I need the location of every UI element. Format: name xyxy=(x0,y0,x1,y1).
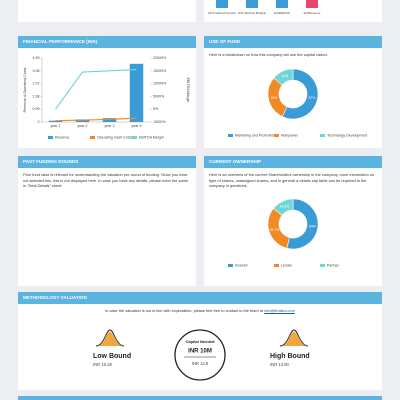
panel: FINANCIAL PERFORMANCE (INR) 0 0.99 1.98 2.9… xyxy=(18,36,196,148)
email-link[interactable]: info@finatics.com xyxy=(264,308,295,313)
y2-tick-label: 10000% xyxy=(153,82,167,86)
bell-icon xyxy=(95,329,125,347)
panel xyxy=(18,0,196,22)
bar xyxy=(246,0,258,8)
panel: CURRENT OWNERSHIP Here is an overview of… xyxy=(204,156,382,286)
legend-label: Technology Development xyxy=(327,134,367,138)
data-label: 31.7% xyxy=(270,228,280,232)
panel-title: PAST FUNDING ROUNDS xyxy=(18,156,196,168)
donut-segment xyxy=(286,198,319,250)
y-tick-label: 1.98 xyxy=(33,94,40,98)
line xyxy=(55,117,137,122)
y2-tick-label: 15000% xyxy=(153,69,167,73)
description: Here is an overview of the current Share… xyxy=(209,172,375,189)
valuation-chart: DCF Method Growth DCF Method Multiple EV/E… xyxy=(208,0,321,15)
legend-swatch xyxy=(274,264,279,267)
x-tick-label: year 4 xyxy=(132,124,142,128)
x-tick-label: EV/Revenue xyxy=(304,11,321,15)
y2-tick-label: 0% xyxy=(153,107,159,111)
legend-swatch xyxy=(90,136,95,139)
footer-bar xyxy=(18,396,382,400)
panel-title: CURRENT OWNERSHIP xyxy=(204,156,382,168)
bar xyxy=(276,0,288,8)
legend-swatch xyxy=(320,134,325,137)
legend-swatch xyxy=(132,136,137,139)
legend-label: EBITDA Margin xyxy=(139,136,164,140)
y2-tick-label: 5000% xyxy=(153,94,165,98)
data-label: 54% xyxy=(309,224,316,228)
capital-value: INR 10M xyxy=(188,349,212,355)
use-of-fund-chart: 57% Marketing and Promotion 29% Manpower 14%… xyxy=(228,68,367,138)
description: Prior fund raise is relevant for underst… xyxy=(23,172,189,189)
data-label: 14% xyxy=(281,74,288,78)
capital-circle xyxy=(174,329,226,381)
bar xyxy=(129,63,144,122)
y-tick-label: 2.97 xyxy=(33,82,40,86)
y-tick-label: 4.95 xyxy=(33,56,40,60)
x-tick-label: EV/EBITDA xyxy=(274,11,290,15)
x-tick-label: year 2 xyxy=(78,124,88,128)
data-label: 29% xyxy=(271,96,278,100)
y-tick-label: 0 xyxy=(38,120,40,124)
x-tick-label: year 1 xyxy=(51,124,61,128)
bar xyxy=(216,0,228,8)
high-label: High Bound xyxy=(270,353,310,360)
donut-segment xyxy=(273,198,294,216)
panel-title: FINANCIAL PERFORMANCE (INR) xyxy=(18,36,196,48)
panel-title: USE OF FUND xyxy=(204,36,382,48)
description: Here is a breakdown on how this company … xyxy=(209,52,328,57)
low-label: Low Bound xyxy=(93,353,131,360)
note: In case the valuation is not in line wit… xyxy=(18,308,382,313)
financial-chart: 0 0.99 1.98 2.97 3.96 4.95 -5000% 0% 5000% 10000%… xyxy=(23,56,190,140)
bell-icon xyxy=(279,329,309,347)
legend-label: Lender xyxy=(281,264,293,268)
legend-label: Operating Cash Costs xyxy=(97,136,133,140)
donut-segment xyxy=(273,68,294,86)
legend-label: Manpower xyxy=(281,134,299,138)
y2-tick-label: 20000% xyxy=(153,56,167,60)
valuation-range: Low Bound INR 10.28 Capital Needed INR 1… xyxy=(93,329,310,381)
x-tick-label: year 3 xyxy=(105,124,115,128)
bar xyxy=(306,0,318,8)
legend-label: Marketing and Promotion xyxy=(235,134,275,138)
data-label: 57% xyxy=(309,96,316,100)
bar xyxy=(75,119,90,122)
note-text: In case the valuation is not in line wit… xyxy=(105,308,264,313)
data-label: 14.3% xyxy=(280,204,290,208)
legend-swatch xyxy=(274,134,279,137)
panel: DCF Method Growth DCF Method Multiple EV/E… xyxy=(204,0,382,22)
legend-label: Investor xyxy=(235,264,249,268)
bar xyxy=(48,120,63,122)
low-value: INR 10.28 xyxy=(93,362,113,367)
donut-segment xyxy=(281,68,319,120)
y2-tick-label: -5000% xyxy=(153,120,166,124)
y2-axis-title: EBITDA Margin xyxy=(186,78,190,103)
ownership-chart: 54% Investor 31.7% Lender 14.3% Partner xyxy=(228,198,340,268)
panel-title: METHODOLOGY VALUATION xyxy=(18,292,382,304)
bar xyxy=(102,118,117,122)
line xyxy=(55,68,137,110)
legend-swatch xyxy=(228,264,233,267)
legend-swatch xyxy=(48,136,53,139)
panel: PAST FUNDING ROUNDS Prior fund raise is … xyxy=(18,156,196,286)
high-value: INR 13.80 xyxy=(270,362,290,367)
capital-label: Capital Needed xyxy=(186,339,215,344)
legend-label: Revenue xyxy=(55,136,69,140)
legend-label: Partner xyxy=(327,264,340,268)
legend-swatch xyxy=(228,134,233,137)
panel: USE OF FUND Here is a breakdown on how t… xyxy=(204,36,382,148)
valuation-value: INR 12.8 xyxy=(192,361,209,366)
y-tick-label: 3.96 xyxy=(33,69,40,73)
y-axis-title: Revenue & Operating Costs xyxy=(23,67,27,112)
x-tick-label: DCF Method Growth xyxy=(208,11,236,15)
y-tick-label: 0.99 xyxy=(33,107,40,111)
x-tick-label: DCF Method Multiple xyxy=(238,11,267,15)
legend-swatch xyxy=(320,264,325,267)
panel: METHODOLOGY VALUATION In case the valuat… xyxy=(18,292,382,390)
